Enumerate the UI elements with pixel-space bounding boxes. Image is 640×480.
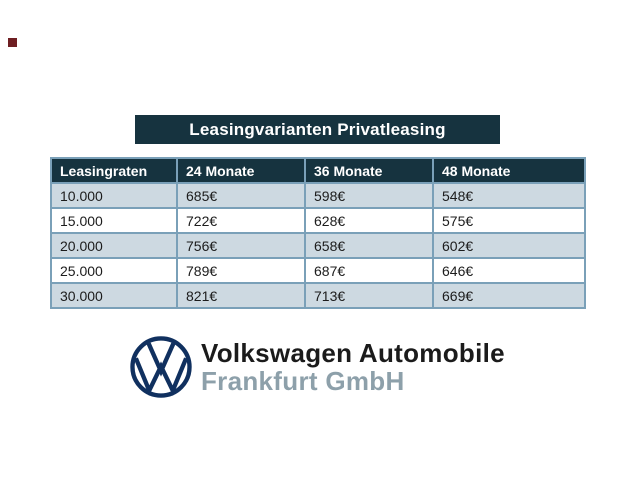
column-header-24-monate: 24 Monate bbox=[176, 157, 306, 184]
page-title-text: Leasingvarianten Privatleasing bbox=[189, 119, 446, 139]
brand-subname: Frankfurt GmbH bbox=[201, 366, 405, 396]
brand-name-block: Volkswagen Automobile Frankfurt GmbH bbox=[201, 339, 505, 395]
table-cell: 821€ bbox=[176, 282, 306, 309]
table-cell: 669€ bbox=[432, 282, 586, 309]
table-cell: 628€ bbox=[304, 207, 434, 234]
table-row: 30.000 821€ 713€ 669€ bbox=[50, 282, 586, 309]
table-row: 25.000 789€ 687€ 646€ bbox=[50, 257, 586, 284]
table-cell: 756€ bbox=[176, 232, 306, 259]
table-cell: 25.000 bbox=[50, 257, 178, 284]
brand-footer: Volkswagen Automobile Frankfurt GmbH bbox=[130, 336, 505, 398]
table-cell: 685€ bbox=[176, 182, 306, 209]
table-row: 20.000 756€ 658€ 602€ bbox=[50, 232, 586, 259]
table-cell: 575€ bbox=[432, 207, 586, 234]
column-header-leasingraten: Leasingraten bbox=[50, 157, 178, 184]
table-header-row: Leasingraten 24 Monate 36 Monate 48 Mona… bbox=[50, 157, 586, 184]
table-cell: 789€ bbox=[176, 257, 306, 284]
table-cell: 646€ bbox=[432, 257, 586, 284]
brand-name: Volkswagen Automobile bbox=[201, 338, 505, 368]
table-cell: 713€ bbox=[304, 282, 434, 309]
vw-logo-icon bbox=[130, 336, 192, 398]
page-title: Leasingvarianten Privatleasing bbox=[135, 115, 500, 144]
table-cell: 30.000 bbox=[50, 282, 178, 309]
table-cell: 10.000 bbox=[50, 182, 178, 209]
table-cell: 602€ bbox=[432, 232, 586, 259]
column-header-36-monate: 36 Monate bbox=[304, 157, 434, 184]
column-header-48-monate: 48 Monate bbox=[432, 157, 586, 184]
table-row: 10.000 685€ 598€ 548€ bbox=[50, 182, 586, 209]
table-cell: 722€ bbox=[176, 207, 306, 234]
table-cell: 687€ bbox=[304, 257, 434, 284]
table-row: 15.000 722€ 628€ 575€ bbox=[50, 207, 586, 234]
table-cell: 658€ bbox=[304, 232, 434, 259]
table-cell: 20.000 bbox=[50, 232, 178, 259]
table-cell: 15.000 bbox=[50, 207, 178, 234]
leasing-table: Leasingraten 24 Monate 36 Monate 48 Mona… bbox=[50, 157, 586, 309]
table-cell-highlighted: 548€ bbox=[432, 182, 586, 209]
table-cell: 598€ bbox=[304, 182, 434, 209]
corner-mark bbox=[8, 38, 17, 47]
